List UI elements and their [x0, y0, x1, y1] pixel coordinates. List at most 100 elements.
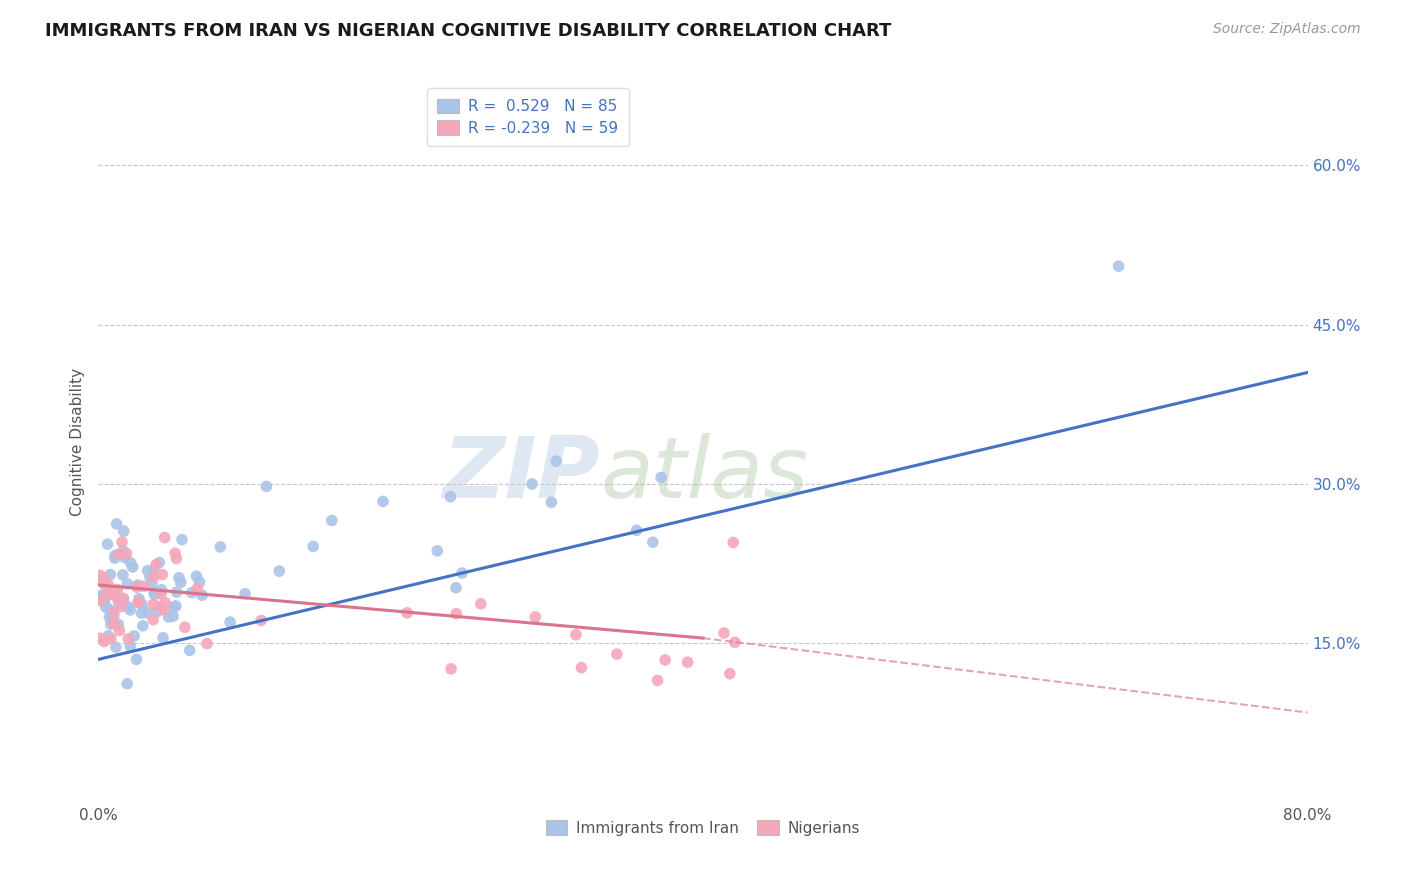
Point: [162, 609, 184, 624]
Point: [250, 614, 273, 628]
Point: [165, 546, 187, 560]
Point: [97, 587, 120, 601]
Point: [143, 587, 166, 601]
Point: [546, 454, 568, 468]
Point: [89, 593, 111, 607]
Point: [173, 620, 195, 634]
Point: [141, 576, 163, 591]
Point: [97, 602, 120, 616]
Point: [540, 495, 562, 509]
Point: [396, 606, 419, 620]
Point: [125, 652, 148, 666]
Point: [100, 606, 122, 620]
Point: [321, 513, 343, 527]
Point: [676, 655, 699, 669]
Point: [188, 574, 211, 589]
Point: [100, 617, 122, 632]
Point: [93, 634, 115, 648]
Point: [131, 606, 153, 620]
Point: [120, 603, 142, 617]
Point: [93, 592, 115, 607]
Point: [120, 556, 142, 570]
Point: [1108, 259, 1130, 273]
Point: [520, 477, 543, 491]
Point: [179, 643, 201, 657]
Point: [209, 540, 232, 554]
Point: [127, 595, 149, 609]
Point: [104, 549, 127, 563]
Point: [718, 666, 741, 681]
Point: [108, 624, 131, 638]
Point: [100, 632, 122, 646]
Point: [142, 569, 165, 583]
Point: [136, 564, 159, 578]
Point: [107, 596, 129, 610]
Point: [446, 607, 468, 621]
Point: [565, 628, 588, 642]
Point: [647, 673, 669, 688]
Point: [103, 608, 125, 623]
Point: [148, 556, 170, 570]
Point: [149, 587, 172, 601]
Point: [94, 577, 117, 591]
Point: [150, 567, 173, 582]
Point: [89, 591, 111, 605]
Point: [94, 599, 117, 614]
Point: [111, 567, 134, 582]
Point: [112, 544, 135, 558]
Point: [104, 551, 127, 566]
Point: [165, 599, 187, 613]
Point: [127, 578, 149, 592]
Point: [117, 599, 139, 614]
Point: [135, 606, 157, 620]
Point: [170, 575, 193, 590]
Point: [606, 647, 628, 661]
Point: [103, 616, 125, 631]
Point: [128, 595, 150, 609]
Point: [470, 597, 492, 611]
Point: [100, 585, 122, 599]
Point: [713, 626, 735, 640]
Point: [112, 591, 135, 606]
Point: [111, 595, 134, 609]
Point: [650, 470, 672, 484]
Point: [139, 569, 162, 583]
Point: [132, 619, 155, 633]
Point: [269, 564, 291, 578]
Point: [131, 598, 153, 612]
Point: [97, 629, 120, 643]
Point: [128, 591, 150, 606]
Point: [149, 599, 172, 614]
Point: [163, 600, 186, 615]
Point: [114, 550, 136, 565]
Point: [115, 676, 138, 690]
Point: [132, 579, 155, 593]
Point: [122, 629, 145, 643]
Point: [723, 535, 745, 549]
Point: [641, 535, 664, 549]
Point: [145, 558, 167, 572]
Point: [110, 599, 132, 614]
Point: [219, 615, 242, 629]
Point: [152, 631, 174, 645]
Point: [105, 516, 128, 531]
Point: [107, 547, 129, 561]
Point: [186, 582, 208, 596]
Point: [153, 595, 176, 609]
Text: IMMIGRANTS FROM IRAN VS NIGERIAN COGNITIVE DISABILITY CORRELATION CHART: IMMIGRANTS FROM IRAN VS NIGERIAN COGNITI…: [45, 22, 891, 40]
Point: [170, 533, 193, 547]
Point: [89, 631, 111, 645]
Point: [107, 582, 129, 597]
Point: [186, 569, 208, 583]
Point: [101, 587, 124, 601]
Text: Source: ZipAtlas.com: Source: ZipAtlas.com: [1213, 22, 1361, 37]
Point: [195, 636, 218, 650]
Point: [142, 613, 165, 627]
Legend: Immigrants from Iran, Nigerians: Immigrants from Iran, Nigerians: [540, 814, 866, 842]
Point: [165, 551, 187, 566]
Point: [191, 588, 214, 602]
Point: [97, 588, 120, 602]
Point: [654, 653, 676, 667]
Text: ZIP: ZIP: [443, 433, 600, 516]
Point: [120, 639, 142, 653]
